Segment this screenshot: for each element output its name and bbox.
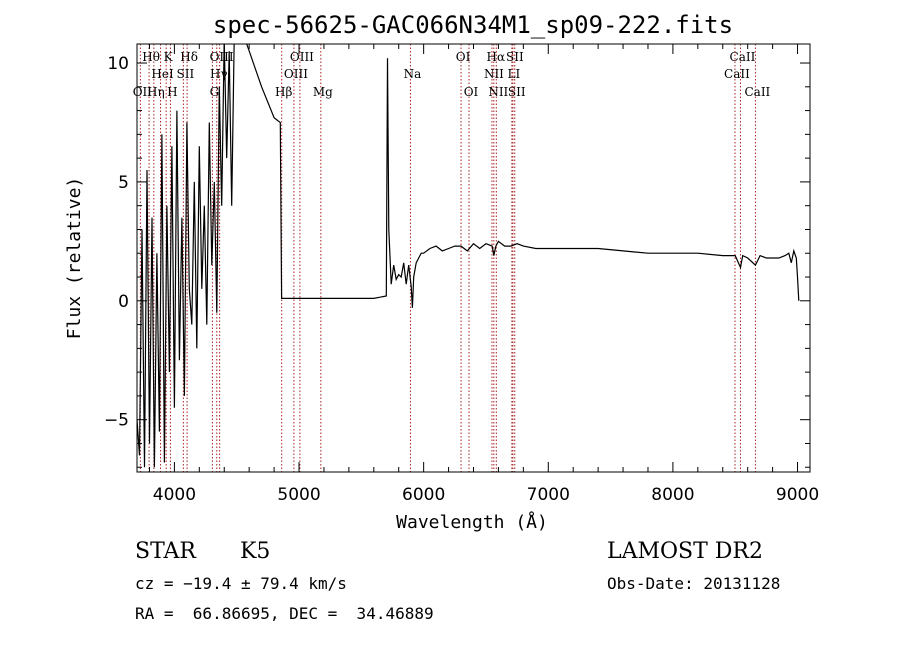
line-label: Mg <box>313 85 333 99</box>
coordinates: RA = 66.86695, DEC = 34.46889 <box>135 604 434 623</box>
survey-name: LAMOST DR2 <box>607 539 763 564</box>
y-tick-label: −5 <box>104 411 129 431</box>
y-axis-label: Flux (relative) <box>64 177 85 340</box>
line-label: HeI <box>151 67 174 81</box>
x-tick-label: 5000 <box>277 485 320 505</box>
y-tick-label: 10 <box>107 54 129 74</box>
line-label: K <box>164 50 174 64</box>
line-label: OIII <box>210 50 234 64</box>
line-label: CaII <box>744 85 770 99</box>
line-label: SII <box>508 85 526 99</box>
x-axis-ticks: 4000 5000 6000 7000 8000 9000 <box>148 44 819 505</box>
line-label: Na <box>404 67 422 81</box>
line-label: LI <box>508 67 521 81</box>
x-tick-label: 8000 <box>651 485 694 505</box>
x-tick-label: 9000 <box>776 485 819 505</box>
x-tick-label: 6000 <box>402 485 445 505</box>
line-label: OIII <box>290 50 314 64</box>
x-tick-label: 4000 <box>153 485 196 505</box>
line-label: Hδ <box>180 50 198 64</box>
line-label: SII <box>506 50 524 64</box>
y-tick-label: 0 <box>118 292 129 312</box>
line-label: Hη <box>147 85 165 99</box>
line-label: H <box>167 85 177 99</box>
line-label: OI <box>464 85 479 99</box>
line-label: Hβ <box>275 85 292 99</box>
line-label: OIII <box>284 67 308 81</box>
x-axis-label: Wavelength (Å) <box>396 511 548 533</box>
line-label: CaII <box>730 50 756 64</box>
line-label: NII <box>484 67 504 81</box>
y-axis-ticks: −5 0 5 10 <box>104 54 810 468</box>
spectrum-line <box>137 44 800 468</box>
line-labels: OIIHθHηHeIKSIIHHδGHγOIIIHβOIIIOIIIMgNaOI… <box>133 50 771 99</box>
emission-lines <box>139 44 756 472</box>
line-label: CaII <box>724 67 750 81</box>
line-label: OII <box>133 85 153 99</box>
obs-date: Obs-Date: 20131128 <box>607 574 781 593</box>
line-label: Hθ <box>142 50 160 64</box>
object-class: STAR <box>135 539 196 564</box>
plot-frame <box>136 43 811 473</box>
y-tick-label: 5 <box>118 173 129 193</box>
x-tick-label: 7000 <box>527 485 570 505</box>
line-label: NII <box>488 85 508 99</box>
redshift-readout: cz = −19.4 ± 79.4 km/s <box>135 574 347 593</box>
line-label: OI <box>456 50 471 64</box>
line-label: G <box>210 85 220 99</box>
chart-title: spec-56625-GAC066N34M1_sp09-222.fits <box>213 11 733 39</box>
object-subclass: K5 <box>240 539 271 564</box>
line-label: SII <box>177 67 195 81</box>
line-label: Hα <box>487 50 506 64</box>
